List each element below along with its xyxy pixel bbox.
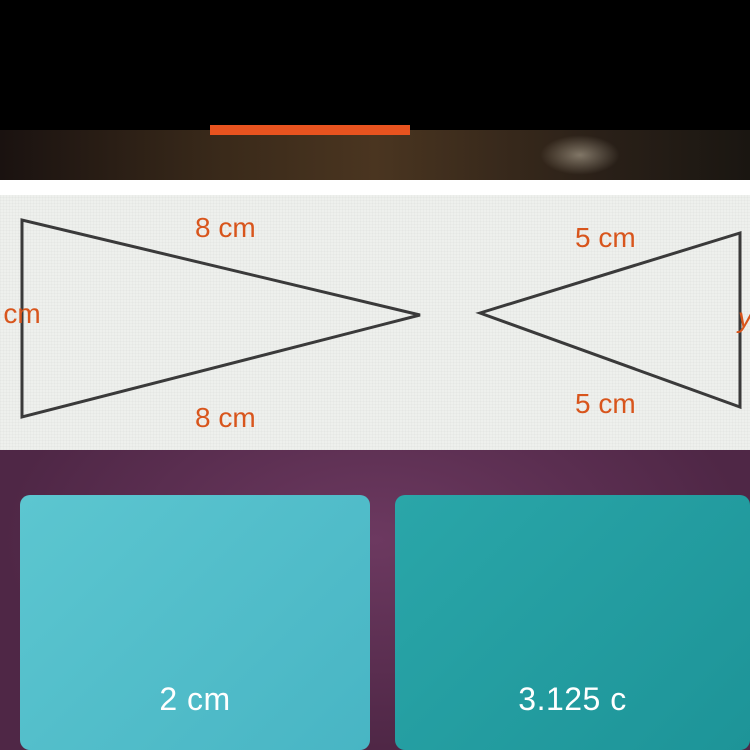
label-right-bottom: 5 cm [575, 388, 636, 419]
answer-option-left[interactable]: 2 cm [20, 495, 370, 750]
left-triangle [22, 220, 420, 417]
label-right-side-y: y [736, 302, 750, 333]
label-left-top: 8 cm [195, 212, 256, 243]
label-right-top: 5 cm [575, 222, 636, 253]
browser-chrome-shadow [0, 130, 750, 180]
label-left-bottom: 8 cm [195, 402, 256, 433]
geometry-figure-panel: 8 cm 8 cm 5 cm 5 cm 5 cm y [0, 195, 750, 450]
screen-reflection [540, 135, 620, 175]
answer-option-right[interactable]: 3.125 c [395, 495, 750, 750]
right-triangle [480, 233, 740, 407]
label-left-side: 5 cm [0, 298, 41, 329]
answer-text-right: 3.125 c [518, 681, 626, 718]
answer-text-left: 2 cm [159, 681, 230, 718]
screen: 8 cm 8 cm 5 cm 5 cm 5 cm y 2 cm 3.125 c [0, 0, 750, 750]
figure-svg: 8 cm 8 cm 5 cm 5 cm 5 cm y [0, 195, 750, 450]
top-black-bar [0, 0, 750, 130]
accent-strip [210, 125, 410, 135]
